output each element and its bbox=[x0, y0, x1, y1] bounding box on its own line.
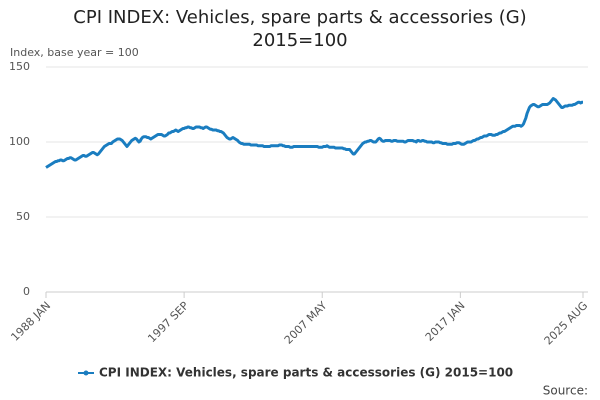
x-tick-label: 1997 SEP bbox=[145, 299, 191, 345]
y-axis-label: Index, base year = 100 bbox=[10, 46, 139, 59]
source: Source: bbox=[543, 384, 588, 398]
legend-marker bbox=[83, 370, 89, 376]
y-tick-label: 0 bbox=[23, 285, 30, 298]
legend-label: CPI INDEX: Vehicles, spare parts & acces… bbox=[99, 366, 513, 380]
x-tick-label: 2025 AUG bbox=[542, 299, 591, 348]
x-tick-label: 1988 JAN bbox=[8, 299, 53, 344]
x-tick-label: 2017 JAN bbox=[423, 299, 468, 344]
y-tick-label: 150 bbox=[9, 60, 30, 73]
y-tick-label: 50 bbox=[16, 210, 30, 223]
chart-title: CPI INDEX: Vehicles, spare parts & acces… bbox=[73, 7, 527, 51]
series-line bbox=[45, 97, 584, 169]
y-tick-label: 100 bbox=[9, 135, 30, 148]
x-tick-label: 2007 MAY bbox=[282, 299, 330, 347]
